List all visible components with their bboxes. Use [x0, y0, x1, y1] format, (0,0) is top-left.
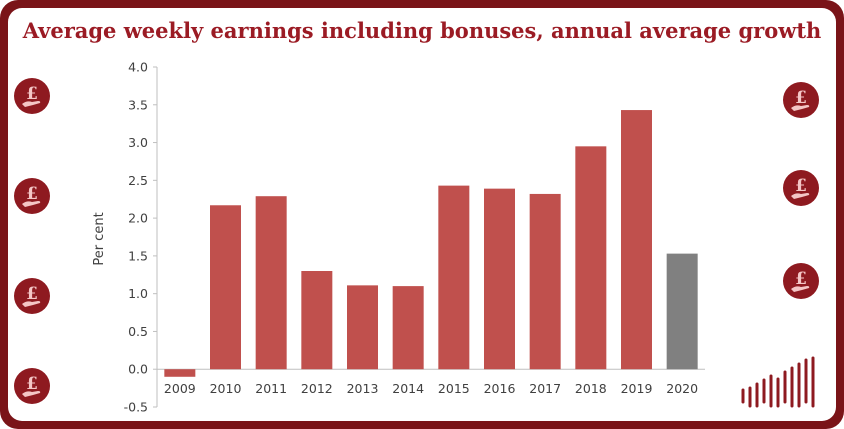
svg-text:£: £	[26, 374, 38, 394]
bar-2009	[164, 369, 196, 377]
y-tick-label: 0.0	[128, 362, 148, 377]
bar-2012	[301, 271, 333, 370]
y-tick-label: 0.5	[128, 324, 148, 339]
x-tick-label: 2017	[529, 381, 561, 396]
x-tick-label: 2012	[301, 381, 333, 396]
x-tick-label: 2015	[438, 381, 470, 396]
x-tick-label: 2019	[621, 381, 653, 396]
bar-2019	[621, 110, 652, 370]
x-tick-label: 2020	[666, 381, 698, 396]
y-tick-label: 2.5	[128, 173, 148, 188]
bar-2016	[484, 188, 515, 370]
svg-text:£: £	[795, 88, 807, 108]
y-tick-label: 2.0	[128, 211, 148, 226]
x-tick-label: 2018	[575, 381, 607, 396]
pound-coin-hand-icon: £	[783, 82, 819, 118]
svg-text:£: £	[795, 176, 807, 196]
bar-2020	[666, 253, 698, 370]
pound-coin-hand-icon: £	[14, 368, 50, 404]
bar-2015	[438, 185, 470, 370]
bar-2011	[255, 196, 287, 370]
x-tick-label: 2010	[210, 381, 242, 396]
y-tick-label: 3.5	[128, 97, 148, 112]
pound-coin-hand-icon: £	[14, 178, 50, 214]
y-tick-label: 3.0	[128, 135, 148, 150]
x-tick-label: 2013	[347, 381, 379, 396]
bar-2017	[529, 193, 561, 370]
svg-text:£: £	[26, 84, 38, 104]
y-axis-label: Per cent	[92, 212, 107, 265]
bar-2010	[210, 205, 241, 370]
pound-coin-hand-icon: £	[14, 278, 50, 314]
x-tick-label: 2009	[164, 381, 196, 396]
y-tick-label: -0.5	[124, 400, 148, 415]
x-tick-label: 2014	[392, 381, 424, 396]
bar-2018	[575, 146, 607, 370]
x-tick-label: 2016	[484, 381, 516, 396]
pound-coin-hand-icon: £	[14, 78, 50, 114]
y-tick-label: 1.0	[128, 286, 148, 301]
pound-coin-hand-icon: £	[783, 263, 819, 299]
bar-2013	[347, 285, 378, 370]
x-tick-label: 2011	[255, 381, 287, 396]
y-tick-label: 4.0	[128, 60, 148, 75]
svg-text:£: £	[795, 269, 807, 289]
chart-title: Average weekly earnings including bonuse…	[22, 18, 822, 43]
pound-coin-hand-icon: £	[783, 170, 819, 206]
bar-2014	[392, 286, 424, 370]
svg-text:£: £	[26, 284, 38, 304]
y-tick-label: 1.5	[128, 248, 148, 263]
svg-text:£: £	[26, 184, 38, 204]
bar-sparkline-icon	[741, 356, 815, 408]
